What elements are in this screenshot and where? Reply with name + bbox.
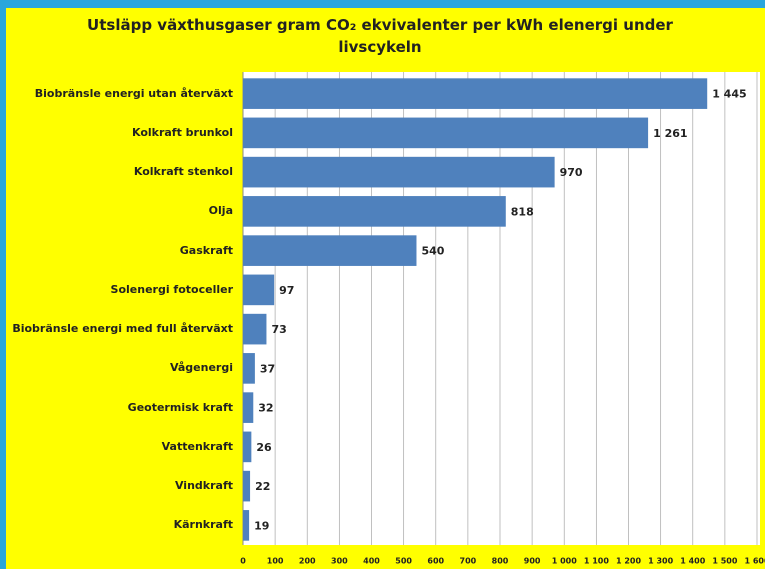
value-label: 26 bbox=[256, 441, 272, 454]
value-label: 32 bbox=[258, 402, 273, 415]
value-label: 97 bbox=[279, 284, 294, 297]
category-label: Kolkraft brunkol bbox=[131, 125, 233, 139]
category-label: Biobränsle energi utan återväxt bbox=[34, 86, 233, 100]
chart-title: Utsläpp växthusgaser gram CO₂ ekvivalent… bbox=[87, 16, 673, 56]
category-label: Vågenergi bbox=[169, 361, 233, 375]
bar bbox=[243, 353, 255, 384]
category-label: Kolkraft stenkol bbox=[133, 165, 233, 179]
bar bbox=[243, 156, 555, 188]
x-tick-label: 1 200 bbox=[616, 557, 641, 566]
value-label: 970 bbox=[560, 166, 583, 179]
bar bbox=[243, 235, 417, 266]
x-tick-label: 400 bbox=[363, 557, 380, 566]
x-tick-label: 200 bbox=[299, 557, 316, 566]
bar bbox=[243, 196, 506, 227]
x-tick-label: 500 bbox=[395, 557, 412, 566]
value-label: 19 bbox=[254, 519, 269, 532]
bar bbox=[243, 392, 254, 423]
x-tick-label: 0 bbox=[240, 557, 246, 566]
category-label: Geotermisk kraft bbox=[127, 400, 233, 414]
value-label: 22 bbox=[255, 480, 270, 493]
value-label: 73 bbox=[271, 323, 286, 336]
x-tick-label: 600 bbox=[427, 557, 444, 566]
bar bbox=[243, 470, 251, 502]
category-label: Vattenkraft bbox=[161, 439, 233, 453]
value-label: 37 bbox=[260, 362, 275, 375]
bar bbox=[243, 274, 275, 306]
x-tick-label: 1 400 bbox=[680, 557, 705, 566]
x-tick-label: 800 bbox=[492, 557, 509, 566]
category-label: Vindkraft bbox=[174, 479, 233, 493]
x-tick-label: 700 bbox=[460, 557, 477, 566]
x-tick-label: 100 bbox=[267, 557, 284, 566]
bar bbox=[243, 117, 649, 149]
bar bbox=[243, 313, 267, 345]
x-tick-label: 1 000 bbox=[552, 557, 577, 566]
category-label: Olja bbox=[208, 204, 233, 218]
value-label: 818 bbox=[511, 205, 534, 218]
bar bbox=[243, 78, 708, 109]
x-tick-label: 1 500 bbox=[712, 557, 737, 566]
x-tick-label: 1 100 bbox=[584, 557, 609, 566]
value-label: 1 261 bbox=[653, 127, 687, 140]
category-label: Kärnkraft bbox=[173, 518, 233, 532]
bar bbox=[243, 431, 252, 463]
bar bbox=[243, 510, 250, 541]
plot-area bbox=[243, 72, 760, 545]
category-label: Biobränsle energi med full återväxt bbox=[12, 322, 233, 336]
value-label: 540 bbox=[421, 245, 444, 258]
value-label: 1 445 bbox=[712, 88, 746, 101]
x-tick-label: 1 300 bbox=[648, 557, 673, 566]
x-tick-label: 1 600 bbox=[744, 557, 765, 566]
category-label: Gaskraft bbox=[179, 243, 233, 257]
category-label: Solenergi fotoceller bbox=[110, 282, 233, 296]
x-tick-label: 300 bbox=[331, 557, 348, 566]
x-tick-label: 900 bbox=[524, 557, 541, 566]
